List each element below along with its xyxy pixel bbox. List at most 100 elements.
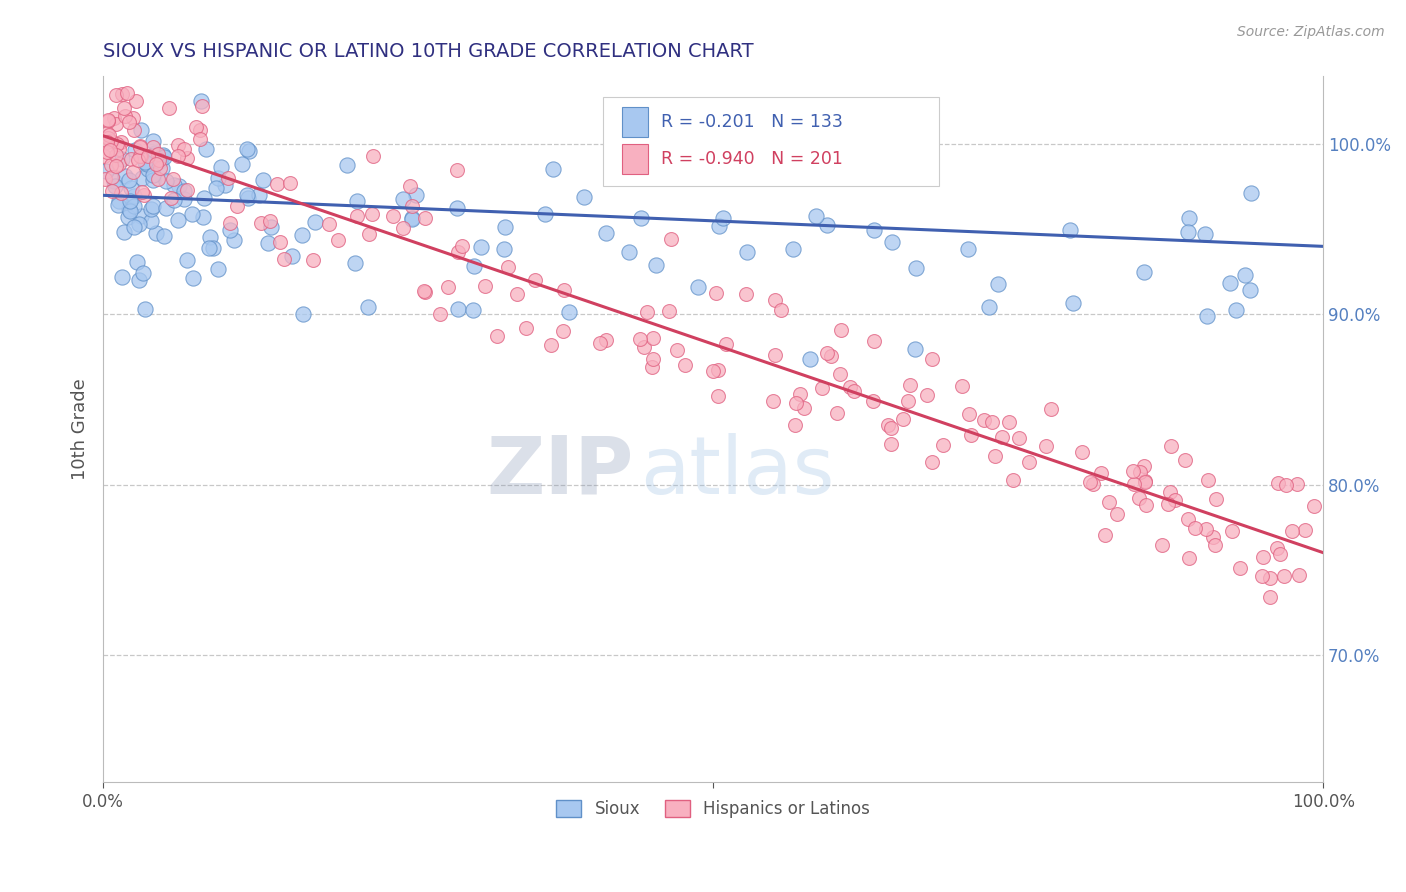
Point	[876, 417, 898, 432]
Point	[793, 401, 815, 415]
Point	[1195, 522, 1218, 536]
Point	[641, 352, 664, 367]
Point	[1135, 498, 1157, 512]
Point	[125, 94, 148, 108]
Point	[1150, 538, 1173, 552]
Point	[558, 305, 581, 319]
Point	[891, 411, 914, 425]
Point	[100, 184, 122, 198]
Point	[641, 360, 664, 375]
Point	[540, 338, 562, 352]
Point	[346, 194, 368, 209]
Point	[658, 303, 681, 318]
Point	[1240, 186, 1263, 200]
Point	[260, 220, 283, 235]
Point	[278, 176, 301, 190]
Point	[101, 170, 124, 185]
Point	[238, 144, 260, 158]
Point	[921, 454, 943, 468]
Point	[862, 394, 884, 409]
Point	[1159, 484, 1181, 499]
Point	[413, 284, 436, 298]
Point	[118, 114, 141, 128]
Point	[645, 258, 668, 272]
Point	[1253, 550, 1275, 565]
Point	[148, 153, 170, 167]
Point	[474, 279, 496, 293]
Point	[931, 438, 953, 452]
Point	[1233, 268, 1256, 282]
Point	[707, 363, 730, 377]
Point	[783, 417, 806, 432]
Point	[1105, 507, 1128, 521]
Point	[494, 242, 516, 256]
Point	[782, 242, 804, 256]
Point	[589, 336, 612, 351]
Point	[111, 269, 134, 284]
Text: R = -0.940   N = 201: R = -0.940 N = 201	[661, 150, 842, 168]
Point	[281, 248, 304, 262]
Point	[259, 214, 281, 228]
Point	[1135, 475, 1157, 489]
Point	[574, 190, 596, 204]
Point	[1258, 591, 1281, 605]
Point	[1070, 445, 1092, 459]
Point	[142, 135, 165, 149]
Point	[122, 188, 145, 202]
Point	[100, 134, 122, 148]
Point	[107, 157, 129, 171]
Point	[128, 217, 150, 231]
Point	[149, 153, 172, 168]
Point	[236, 187, 259, 202]
Point	[897, 393, 920, 408]
Point	[815, 346, 838, 360]
Point	[1094, 528, 1116, 542]
Point	[166, 138, 188, 153]
Point	[173, 184, 195, 198]
Point	[127, 153, 149, 167]
Point	[108, 142, 131, 156]
Point	[343, 256, 366, 270]
Point	[392, 221, 415, 235]
Point	[124, 143, 146, 157]
Point	[1275, 477, 1298, 491]
Point	[1205, 492, 1227, 507]
Point	[1035, 439, 1057, 453]
Point	[446, 301, 468, 316]
Point	[198, 242, 221, 256]
Point	[105, 159, 128, 173]
Point	[363, 149, 385, 163]
Point	[485, 329, 508, 343]
Point	[838, 380, 860, 394]
Point	[863, 223, 886, 237]
Point	[391, 192, 413, 206]
Point	[136, 157, 159, 171]
Point	[98, 128, 121, 142]
Point	[96, 164, 118, 178]
Point	[1008, 430, 1031, 444]
Point	[173, 192, 195, 206]
Point	[195, 142, 218, 156]
Point	[707, 219, 730, 234]
Point	[446, 202, 468, 216]
Point	[1133, 475, 1156, 489]
Point	[659, 232, 682, 246]
Point	[1018, 455, 1040, 469]
Point	[160, 191, 183, 205]
Point	[104, 148, 127, 162]
Point	[904, 342, 927, 356]
Point	[401, 199, 423, 213]
Point	[1286, 477, 1309, 491]
Point	[534, 207, 557, 221]
Point	[704, 286, 727, 301]
Point	[141, 139, 163, 153]
Point	[145, 157, 167, 171]
Point	[716, 337, 738, 351]
Point	[804, 210, 827, 224]
Point	[429, 307, 451, 321]
Point	[224, 233, 246, 247]
Point	[193, 191, 215, 205]
Point	[825, 406, 848, 420]
Point	[628, 332, 651, 346]
Point	[150, 161, 173, 175]
